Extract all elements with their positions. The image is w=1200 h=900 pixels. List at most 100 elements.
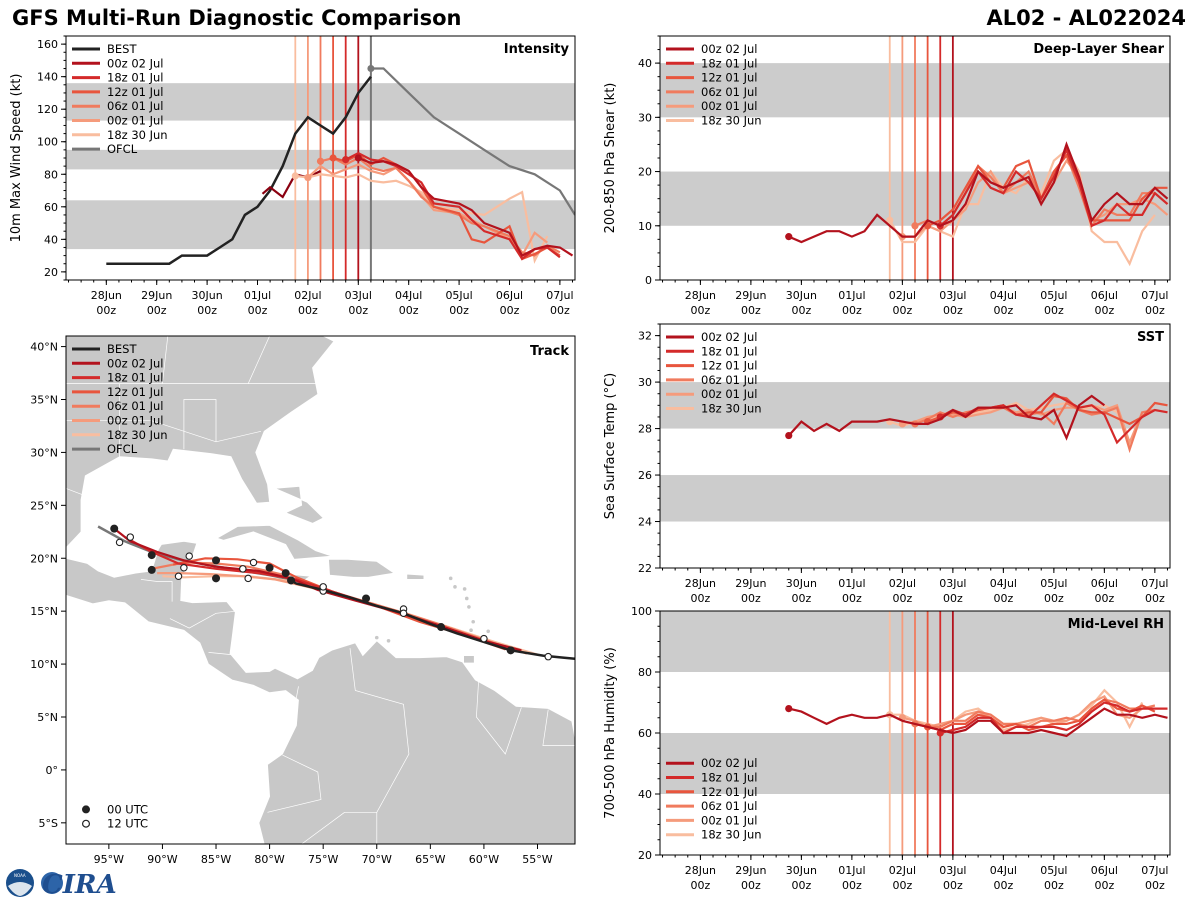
- legend-label-3: 06z 01 Jul: [701, 85, 758, 99]
- sst-xtick-label-hour-0: 00z: [691, 592, 711, 605]
- rh-xtick-label-day-7: 05Jul: [1040, 864, 1067, 877]
- rh-xtick-label-day-9: 07Jul: [1141, 864, 1168, 877]
- shear-series-start-5: [886, 216, 894, 224]
- intensity-xtick-label-hour-0: 00z: [96, 304, 116, 317]
- legend-label-2: 18z 01 Jul: [107, 371, 164, 385]
- legend-label-3: 06z 01 Jul: [701, 373, 758, 387]
- rh-xtick-label-hour-6: 00z: [993, 879, 1013, 892]
- track-point-12utc-13: [249, 558, 258, 567]
- shear-xtick-label-hour-5: 00z: [943, 304, 963, 317]
- legend-label-2: 18z 01 Jul: [107, 71, 164, 85]
- track-point-00utc-1: [437, 623, 446, 632]
- lesser-antilles-island-0: [471, 619, 476, 624]
- legend-label-0: 00z 02 Jul: [701, 330, 758, 344]
- track-point-12utc-11: [185, 552, 193, 560]
- intensity-best-line: [106, 75, 372, 265]
- honduras-border: [169, 610, 237, 629]
- rh-title: Mid-Level RH: [1068, 617, 1164, 632]
- track-point-12utc-7: [319, 583, 327, 591]
- legend-label-3: 06z 01 Jul: [701, 799, 758, 813]
- shear-xtick-label-hour-3: 00z: [842, 304, 862, 317]
- track-title: Track: [530, 344, 569, 359]
- intensity-ytick-label-7: 160: [37, 38, 58, 51]
- shear-xtick-label-day-6: 04Jul: [990, 289, 1017, 302]
- legend-label-3: 12z 01 Jul: [107, 85, 164, 99]
- shear-series-start-3: [911, 222, 919, 230]
- sst-xtick-label-day-7: 05Jul: [1040, 577, 1067, 590]
- intensity-xtick-label-hour-9: 00z: [550, 304, 570, 317]
- sst-series-0: [787, 394, 1106, 441]
- track-point-00utc-3: [287, 576, 296, 585]
- lesser-antilles-island-5: [462, 587, 467, 591]
- intensity-ytick-label-4: 100: [37, 136, 58, 149]
- sst-ytick-label-5: 32: [638, 330, 652, 343]
- bahamas-islands: [274, 485, 324, 524]
- track-point-12utc-1: [480, 634, 488, 643]
- intensity-xtick-label-day-3: 01Jul: [244, 289, 271, 302]
- rh-xtick-label-day-4: 02Jul: [889, 864, 916, 877]
- rh-series-3: [914, 698, 1156, 729]
- intensity-xtick-label-day-2: 30Jun: [192, 289, 223, 302]
- intensity-panel: 28Jun 00z 29Jun 00z 30Jun 00z 01Jul 00z 02Jul 00z…: [9, 35, 576, 317]
- sst-xtick-label-day-2: 30Jun: [786, 577, 817, 590]
- track-xtick-label-0: 95°W: [94, 853, 124, 866]
- legend-label-0: 00 UTC: [107, 802, 148, 816]
- lesser-antilles-island-1: [469, 628, 473, 633]
- intensity-ytick-label-0: 20: [44, 266, 58, 279]
- legend-label-1: 00z 02 Jul: [107, 56, 164, 70]
- sst-xtick-label-day-5: 03Jul: [939, 577, 966, 590]
- rh-xtick-label-hour-9: 00z: [1145, 879, 1165, 892]
- track-ytick-label-9: 5°S: [39, 817, 58, 830]
- legend-label-6: 18z 30 Jun: [107, 428, 168, 442]
- intensity-xtick-label-day-0: 28Jun: [91, 289, 122, 302]
- legend-label-1: 00z 02 Jul: [107, 356, 164, 370]
- intensity-xtick-label-day-8: 06Jul: [496, 289, 523, 302]
- sst-xtick-label-hour-1: 00z: [741, 592, 761, 605]
- shear-xtick-label-day-1: 29Jun: [735, 289, 766, 302]
- sst-ytick-label-0: 22: [638, 562, 652, 575]
- intensity-xtick-label-hour-6: 00z: [399, 304, 419, 317]
- lesser-antilles-island-6: [453, 585, 457, 589]
- track-point-00utc-8: [265, 563, 274, 572]
- north-america-land: [66, 336, 335, 549]
- peru-inner-border: [301, 812, 345, 844]
- sst-panel: 28Jun 00z 29Jun 00z 30Jun 00z 01Jul 00z 02Jul 00z…: [603, 323, 1171, 605]
- legend-marker-1: [81, 819, 90, 828]
- rh-series-1: [939, 701, 1168, 735]
- state-line-4: [183, 399, 217, 450]
- legend-label-4: 00z 01 Jul: [701, 387, 758, 401]
- rh-panel: 28Jun 00z 29Jun 00z 30Jun 00z 01Jul 00z 02Jul 00z…: [603, 605, 1171, 892]
- sst-xtick-label-day-8: 06Jul: [1091, 577, 1118, 590]
- rh-ylabel: 700-500 hPa Humidity (%): [603, 647, 618, 819]
- track-ytick-label-1: 35°N: [30, 394, 58, 407]
- legend-label-5: 18z 30 Jun: [701, 402, 762, 416]
- legend-marker-0: [81, 805, 90, 814]
- sst-ytick-label-4: 30: [638, 376, 652, 389]
- track-point-00utc-2: [362, 594, 371, 603]
- legend-label-3: 12z 01 Jul: [107, 385, 164, 399]
- track-point-12utc-9: [174, 572, 183, 580]
- shear-xtick-label-hour-2: 00z: [791, 304, 811, 317]
- track-point-12utc-8: [399, 609, 408, 618]
- track-xtick-label-5: 70°W: [362, 853, 392, 866]
- intensity-series-start-1: [342, 156, 350, 164]
- intensity-ytick-label-1: 40: [44, 233, 58, 246]
- rh-xtick-label-hour-7: 00z: [1044, 879, 1064, 892]
- shear-xtick-label-day-8: 06Jul: [1091, 289, 1118, 302]
- track-frame: [65, 335, 576, 845]
- track-point-00utc-4: [212, 574, 221, 583]
- shear-xtick-label-hour-8: 00z: [1094, 304, 1114, 317]
- panama-colombia-border: [294, 686, 299, 704]
- sst-xtick-label-hour-8: 00z: [1094, 592, 1114, 605]
- track-point-00utc-6: [110, 524, 119, 533]
- legend-label-2: 12z 01 Jul: [701, 785, 758, 799]
- cira-logo: NOAA CIRA: [6, 869, 117, 900]
- legend-label-6: 18z 30 Jun: [107, 128, 168, 142]
- track-point-00utc-10: [281, 569, 290, 578]
- guyana-border: [476, 680, 522, 755]
- track-ytick-label-8: 0°: [46, 764, 59, 777]
- sst-xtick-label-hour-2: 00z: [791, 592, 811, 605]
- track-point-12utc-10: [239, 565, 247, 573]
- track-point-00utc-0: [506, 646, 515, 655]
